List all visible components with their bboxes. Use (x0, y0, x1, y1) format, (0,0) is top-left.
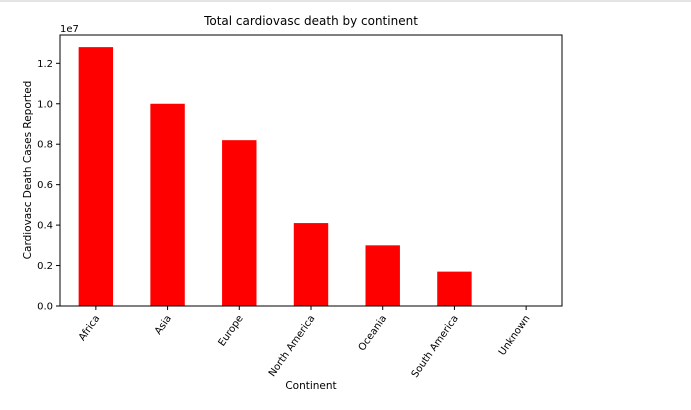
plot-frame (59, 34, 563, 307)
x-axis-label: Continent (285, 380, 336, 392)
x-tick-label: Asia (153, 313, 174, 336)
x-tick-label: Africa (77, 313, 102, 343)
x-tick-label: South America (410, 313, 461, 380)
bar-africa (78, 47, 114, 306)
x-tick-label: Oceania (357, 313, 389, 353)
bar-north-america (293, 223, 329, 306)
bar-europe (222, 140, 257, 306)
y-tick-label: 0.0 (37, 302, 53, 313)
bar-oceania (365, 245, 400, 306)
bar-asia (150, 103, 185, 306)
y-tick-label: 0.6 (37, 180, 53, 191)
y-axis-label: Cardiovasc Death Cases Reported (22, 81, 34, 260)
y-tick-label: 0.2 (37, 261, 53, 272)
y-tick-label: 1.0 (37, 99, 53, 110)
top-divider (0, 0, 691, 2)
x-tick-label: North America (267, 313, 318, 379)
bar-south-america (437, 271, 472, 306)
y-tick-label: 1.2 (37, 59, 53, 70)
y-offset-label: 1e7 (60, 24, 79, 35)
y-tick-label: 0.8 (37, 140, 53, 151)
x-tick-label: Unknown (497, 313, 533, 357)
chart-title: Total cardiovasc death by continent (203, 14, 418, 28)
y-tick-label: 0.4 (37, 221, 53, 232)
x-tick-label: Europe (217, 313, 246, 348)
